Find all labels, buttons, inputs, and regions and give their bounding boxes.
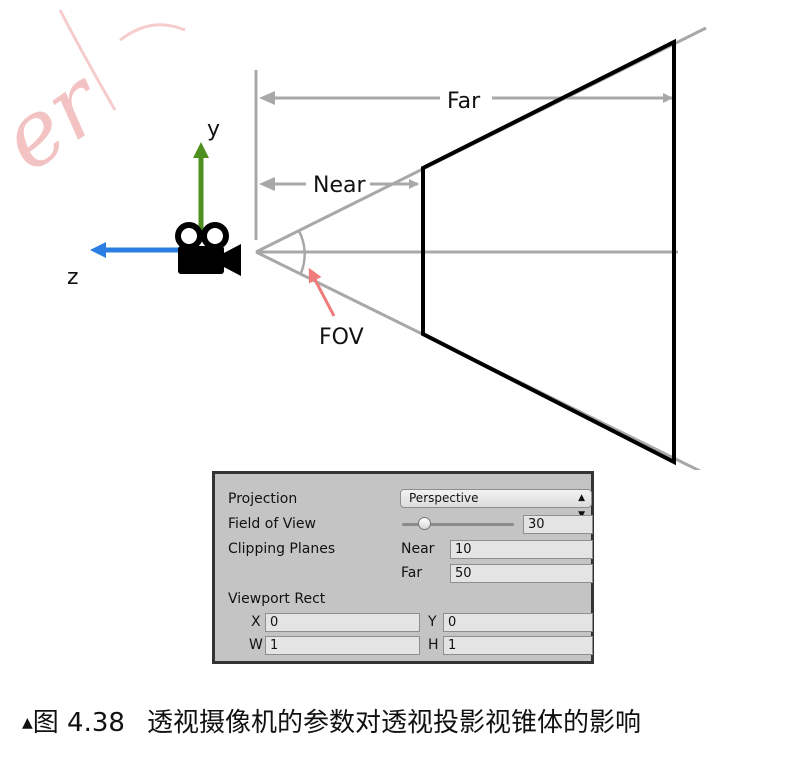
- clipping-far-row: Far 50: [215, 562, 593, 584]
- figure-number: 图 4.38: [32, 708, 125, 738]
- field-of-view-input[interactable]: 30: [523, 515, 593, 534]
- far-input[interactable]: 50: [450, 564, 593, 583]
- fov-angle-arc: [297, 230, 306, 274]
- field-of-view-slider-thumb[interactable]: [417, 517, 431, 530]
- figure-caption: ▲图 4.38 透视摄像机的参数对透视投影视锥体的影响: [22, 702, 641, 739]
- h-label: H: [428, 637, 439, 653]
- frustum-bottom-edge-extension: [255, 250, 702, 470]
- w-label: W: [249, 637, 263, 653]
- field-of-view-row: Field of View 30: [215, 513, 593, 535]
- video-camera-icon: [175, 222, 241, 276]
- viewport-xy-row: X 0 Y 0: [215, 611, 593, 633]
- projection-dropdown[interactable]: Perspective ▲▼: [400, 489, 592, 520]
- w-input[interactable]: 1: [265, 636, 420, 655]
- fov-pointer-arrow: [308, 267, 336, 317]
- caption-text: 透视摄像机的参数对透视投影视锥体的影响: [146, 708, 641, 738]
- field-of-view-label: Field of View: [228, 516, 316, 532]
- near-label: Near: [401, 541, 435, 557]
- viewport-rect-label: Viewport Rect: [228, 591, 326, 607]
- watermark: er: [0, 9, 186, 192]
- near-input[interactable]: 10: [450, 540, 593, 559]
- x-input[interactable]: 0: [265, 613, 420, 632]
- far-arrow-left-head: [259, 91, 275, 105]
- view-frustum: [421, 38, 676, 466]
- clipping-planes-label: Clipping Planes: [228, 541, 336, 557]
- projection-row: Projection Perspective ▲▼: [215, 488, 592, 520]
- y-input[interactable]: 0: [443, 613, 593, 632]
- y-axis-label: y: [207, 117, 220, 142]
- fov-label: FOV: [319, 325, 364, 350]
- clipping-near-row: Clipping Planes Near 10: [215, 538, 593, 560]
- caption-triangle-icon: ▲: [22, 715, 33, 731]
- camera-inspector-panel: Projection Perspective ▲▼ Field of View …: [212, 471, 594, 664]
- h-input[interactable]: 1: [443, 636, 593, 655]
- far-label: Far: [401, 565, 423, 581]
- y-label: Y: [428, 614, 437, 630]
- frustum-diagram: er Far Near FOV y z: [0, 9, 707, 470]
- viewport-wh-row: W 1 H 1: [215, 634, 593, 656]
- field-of-view-slider-track[interactable]: [402, 523, 514, 526]
- far-label: Far: [447, 89, 481, 114]
- watermark-text: er: [0, 48, 125, 192]
- viewport-rect-row: Viewport Rect: [215, 588, 591, 610]
- z-axis-label: z: [67, 265, 79, 290]
- x-label: X: [251, 614, 261, 630]
- near-label: Near: [313, 173, 366, 198]
- near-arrow-left-head: [259, 177, 275, 191]
- projection-value: Perspective: [409, 491, 479, 505]
- projection-label: Projection: [228, 491, 298, 507]
